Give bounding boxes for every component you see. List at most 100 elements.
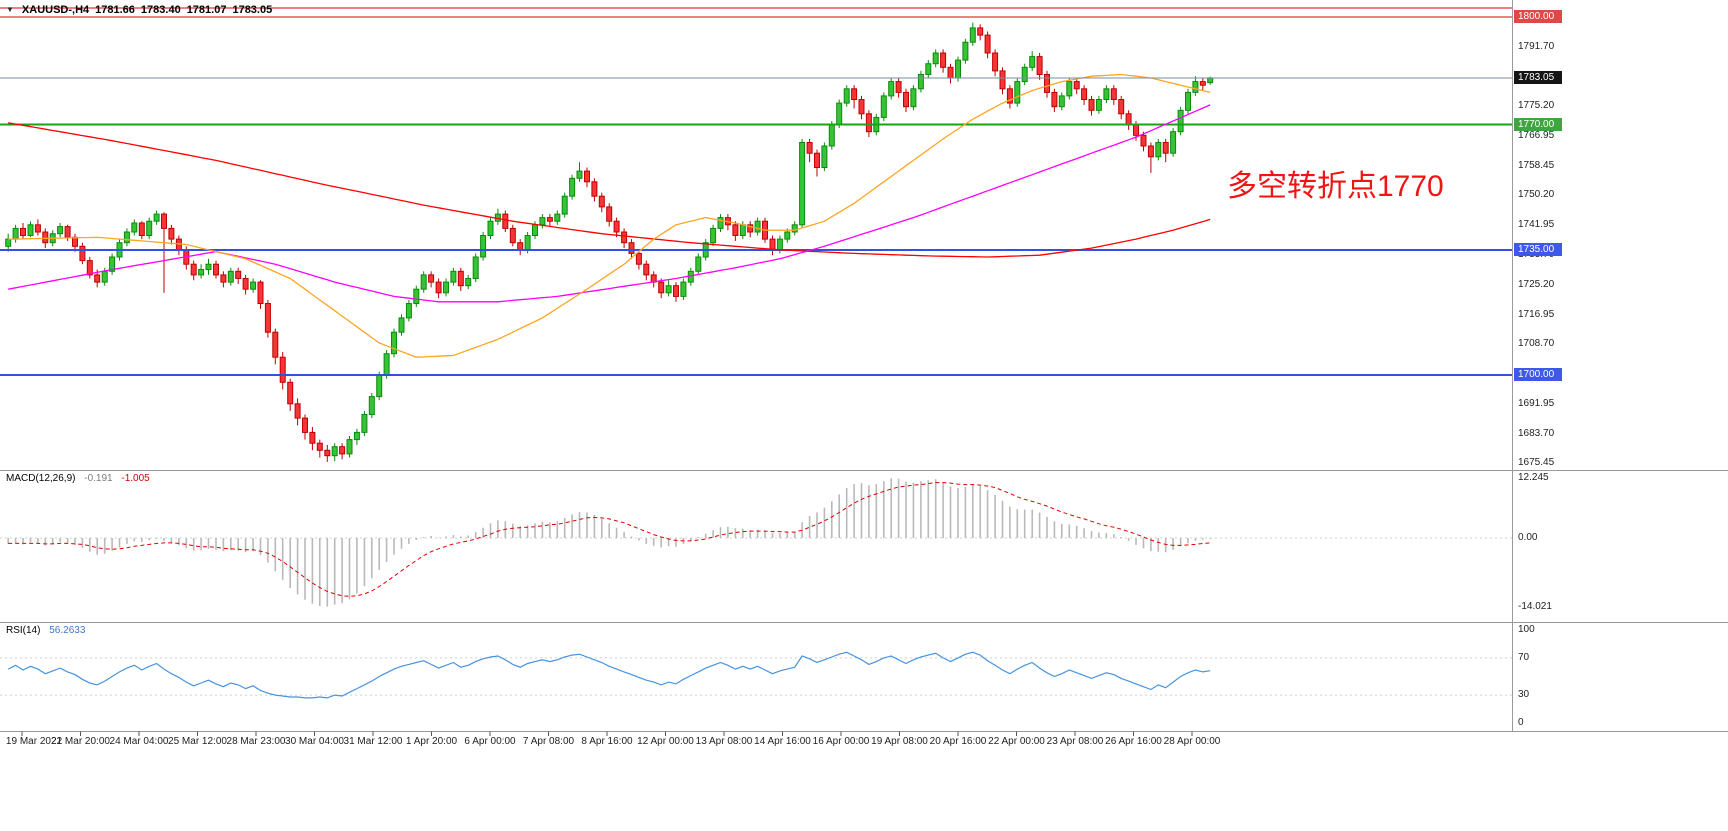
bull-candle [843,88,850,104]
time-label: 1 Apr 20:00 [405,736,458,747]
ma-line-slow-red [8,122,1211,258]
bear-candle [339,446,346,455]
bear-candle [621,231,628,244]
bear-candle [628,242,635,254]
time-label: 20 Apr 16:00 [929,736,987,747]
price-tag-1735.00: 1735.00 [1514,242,1562,256]
bull-candle [710,227,717,244]
bear-candle [977,27,984,36]
bull-candle [131,222,138,233]
bear-candle [138,222,145,236]
bull-candle [665,285,672,294]
bull-candle [420,274,427,290]
rsi-indicator-label: RSI(14) 56.2633 [6,625,85,636]
ma-line-fast-orange [8,73,1211,358]
bear-candle [635,252,642,265]
bear-candle [546,217,553,222]
bull-candle [1103,88,1110,101]
bull-candle [383,353,390,376]
bear-candle [302,417,308,433]
bull-candle [828,124,835,147]
bull-candle [405,303,412,319]
annotation-text[interactable]: 多空转折点1770 [1227,170,1444,203]
bear-candle [517,242,524,251]
bear-candle [947,66,954,79]
time-label: 26 Apr 16:00 [1105,736,1162,747]
bear-candle [806,142,813,154]
time-label: 19 Mar 2021 [5,736,63,747]
bull-candle [888,81,895,97]
bear-candle [673,285,679,297]
bear-candle [769,238,776,251]
bear-candle [1133,124,1139,136]
bear-candle [428,274,435,283]
price-tag-1770.00: 1770.00 [1514,117,1562,131]
bear-candle [895,81,902,93]
time-label: 30 Mar 04:00 [285,736,344,747]
bear-candle [42,231,49,244]
price-tag-1800.00: 1800.00 [1514,10,1562,24]
bear-candle [220,274,227,283]
time-label: 23 Apr 08:00 [1046,736,1104,747]
time-label: 13 Apr 08:00 [695,736,753,747]
bull-candle [5,238,12,247]
bear-candle [1147,145,1154,158]
macd-signal-line [8,482,1211,597]
bull-candle [969,27,976,43]
bull-candle [487,220,494,236]
high-value: 1783.40 [140,4,181,16]
bull-candle [821,145,828,168]
bull-candle [569,177,576,197]
bear-candle [86,260,93,276]
rsi-panel[interactable] [0,651,1512,699]
bull-candle [227,270,234,283]
time-label: 12 Apr 00:00 [637,736,694,747]
time-label: 8 Apr 16:00 [581,736,633,747]
time-axis[interactable]: 19 Mar 2021 22 Mar 20:00 24 Mar 04:00 25 Ma… [0,731,1728,753]
rsi-axis-label: 0 [1518,717,1524,728]
macd-signal-value: -1.005 [121,473,150,484]
bull-candle [1095,99,1102,111]
bull-candle [524,235,531,251]
moving-averages [8,73,1211,358]
candlestick-series[interactable] [5,22,1214,462]
bear-candle [1140,134,1147,147]
macd-axis-label: 12.245 [1518,472,1549,483]
bear-candle [1199,81,1206,86]
macd-panel[interactable] [0,478,1512,607]
bull-candle [576,170,583,179]
bull-candle [398,317,405,333]
bear-candle [940,52,947,68]
bear-candle [643,263,650,276]
time-label: 25 Mar 12:00 [168,736,227,747]
time-label: 16 Apr 00:00 [812,736,870,747]
time-label: 24 Mar 04:00 [109,736,169,747]
bull-candle [776,238,783,251]
bear-candle [747,224,754,233]
bull-candle [109,256,116,272]
time-label: 7 Apr 08:00 [522,736,575,747]
bear-candle [324,449,331,457]
bear-candle [1110,88,1117,101]
bear-candle [984,34,991,54]
bear-candle [502,213,509,229]
price-tag-1783.05: 1783.05 [1514,70,1562,84]
bear-candle [1162,142,1169,154]
bear-candle [1125,113,1132,126]
time-label: 28 Apr 00:00 [1163,736,1221,747]
bull-candle [1155,142,1162,158]
price-levels[interactable] [0,7,1512,377]
price-tick-label: 1791.70 [1518,40,1555,52]
low-value: 1781.07 [186,4,227,16]
bear-candle [584,170,590,183]
chart-ohlc-header: ▼ XAUUSD-,H4 1781.66 1783.40 1781.07 178… [6,4,272,16]
macd-name: MACD(12,26,9) [6,473,76,484]
rsi-axis-label: 100 [1518,624,1535,635]
bear-candle [1006,88,1013,104]
price-axis[interactable]: 1791.70 1775.20 1766.95 1758.45 1750.20 1741.… [1513,0,1728,751]
bull-candle [101,270,108,283]
bull-candle [962,41,969,61]
panel-separators [0,0,1728,736]
